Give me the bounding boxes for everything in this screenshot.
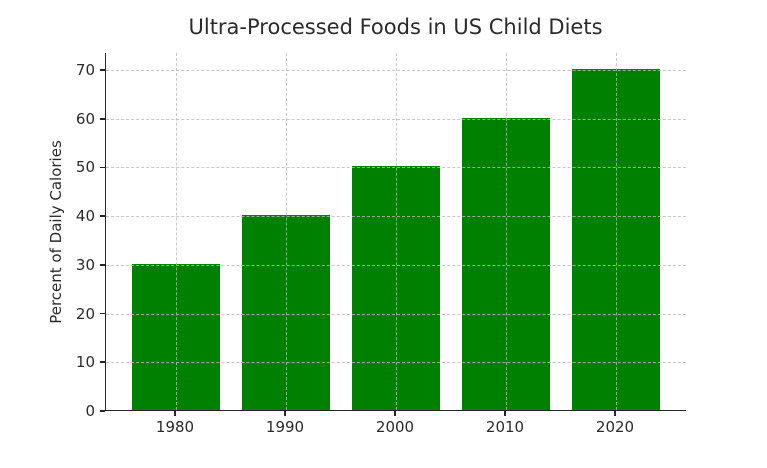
y-tick-mark [100,312,105,315]
x-tick-mark [614,411,616,416]
gridline-horizontal [106,118,686,120]
gridline-horizontal [106,167,686,169]
x-tick-label: 2010 [485,418,525,436]
gridline-horizontal [106,264,686,266]
y-tick-label: 10 [75,353,95,372]
x-tick-mark [394,411,396,416]
x-tick-label: 2000 [375,418,415,436]
gridline-vertical [616,53,617,410]
x-tick-label: 2020 [595,418,635,436]
x-tick-mark [174,411,176,416]
grid-layer [106,53,686,410]
y-tick-mark [100,361,105,364]
x-tick-mark [504,411,506,416]
y-tick-mark [100,215,105,217]
gridline-vertical [396,53,397,410]
y-tick-label: 40 [75,207,95,226]
y-tick-mark [100,264,105,266]
chart-title: Ultra-Processed Foods in US Child Diets [188,15,603,39]
y-tick-mark [100,69,105,71]
plot-area [105,53,686,411]
gridline-horizontal [106,362,686,364]
y-tick-mark [100,117,105,120]
y-tick-label: 20 [75,304,95,323]
x-tick-label: 1990 [265,418,305,436]
y-tick-mark [100,410,105,412]
y-tick-mark [100,166,105,169]
gridline-vertical [286,53,287,410]
gridline-vertical [176,53,177,410]
y-tick-label: 70 [75,61,95,80]
y-tick-label: 50 [75,158,95,177]
y-tick-label: 30 [75,255,95,274]
x-tick-label: 1980 [155,418,195,436]
gridline-horizontal [106,216,686,218]
x-tick-mark [284,411,286,416]
y-tick-label: 60 [75,109,95,128]
gridline-horizontal [106,313,686,315]
gridline-vertical [506,53,507,410]
y-tick-label: 0 [85,402,95,420]
gridline-horizontal [106,70,686,72]
